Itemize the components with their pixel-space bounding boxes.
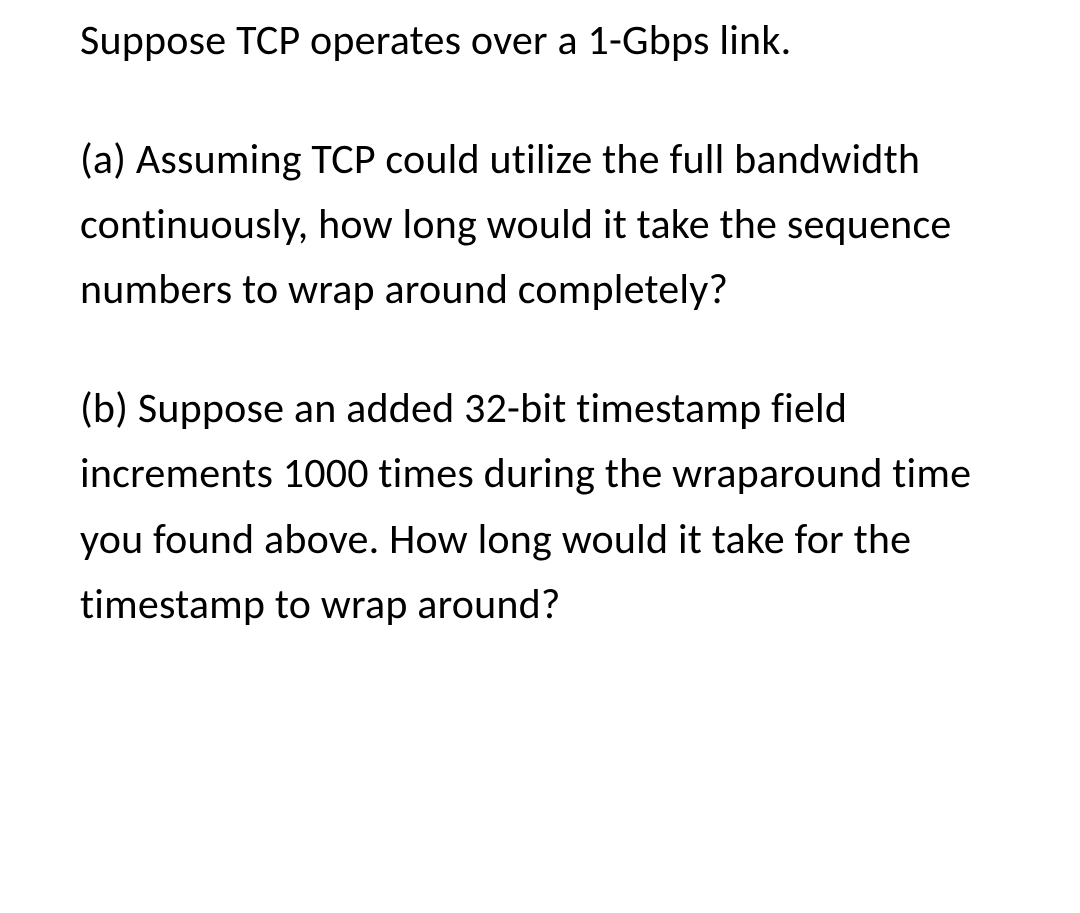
part-b-text: (b) Suppose an added 32-bit timestamp fi… <box>80 376 1020 636</box>
part-a-text: (a) Assuming TCP could utilize the full … <box>80 127 1020 322</box>
intro-text: Suppose TCP operates over a 1-Gbps link. <box>80 8 1020 73</box>
